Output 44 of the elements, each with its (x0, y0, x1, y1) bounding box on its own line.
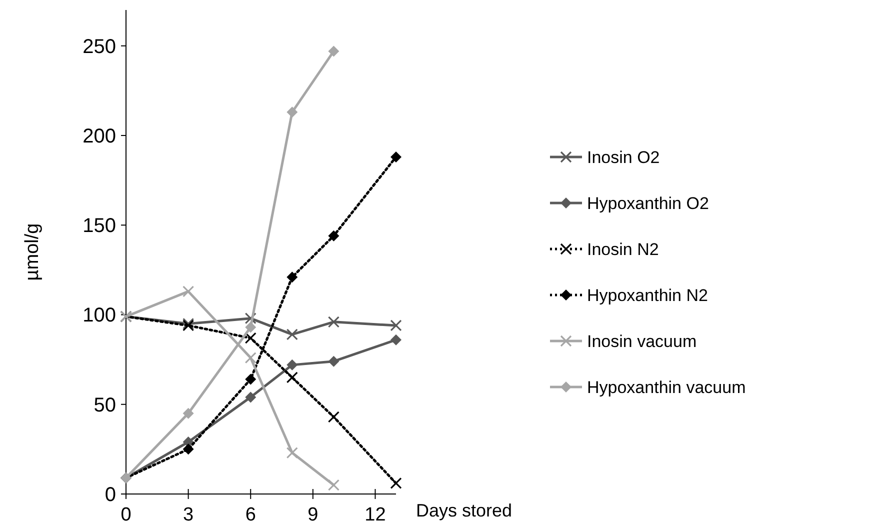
point (286, 446, 298, 459)
point (286, 272, 298, 283)
point (244, 312, 256, 324)
point (182, 408, 194, 419)
point (328, 46, 340, 57)
x-tick-label: 0 (120, 504, 132, 526)
point (244, 352, 256, 364)
legend-label: Inosin N2 (587, 240, 659, 259)
point (286, 328, 298, 340)
point (390, 477, 402, 490)
point (245, 322, 256, 333)
point (328, 356, 340, 367)
y-tick-label: 0 (104, 484, 116, 506)
legend-label: Hypoxanthin vacuum (587, 378, 746, 397)
legend-label: Inosin O2 (587, 148, 660, 167)
y-tick-label: 250 (82, 36, 116, 58)
point (286, 359, 298, 370)
x-tick-label: 9 (308, 504, 318, 526)
point (390, 151, 402, 162)
point (328, 411, 340, 423)
legend-label: Inosin vacuum (587, 332, 697, 351)
point (244, 332, 256, 344)
point (182, 444, 194, 455)
point (182, 286, 194, 298)
y-tick-label: 50 (94, 394, 116, 416)
point (390, 320, 402, 332)
point (328, 479, 340, 491)
legend-label: Hypoxanthin O2 (587, 194, 709, 213)
point (286, 106, 298, 118)
y-tick-label: 100 (82, 304, 116, 327)
point (245, 392, 256, 403)
point (328, 230, 340, 242)
y-axis-title: µmol/g (22, 223, 43, 281)
point (286, 372, 298, 384)
x-axis-title: Days stored (416, 500, 512, 520)
y-tick-label: 150 (82, 215, 116, 238)
point (245, 374, 256, 385)
point (390, 334, 402, 346)
y-tick-label: 200 (82, 125, 116, 148)
x-tick-label: 6 (245, 504, 256, 526)
legend-label: Hypoxanthin N2 (587, 286, 708, 305)
x-tick-label: 12 (364, 504, 386, 526)
x-tick-label: 3 (183, 504, 194, 526)
point (328, 316, 340, 328)
